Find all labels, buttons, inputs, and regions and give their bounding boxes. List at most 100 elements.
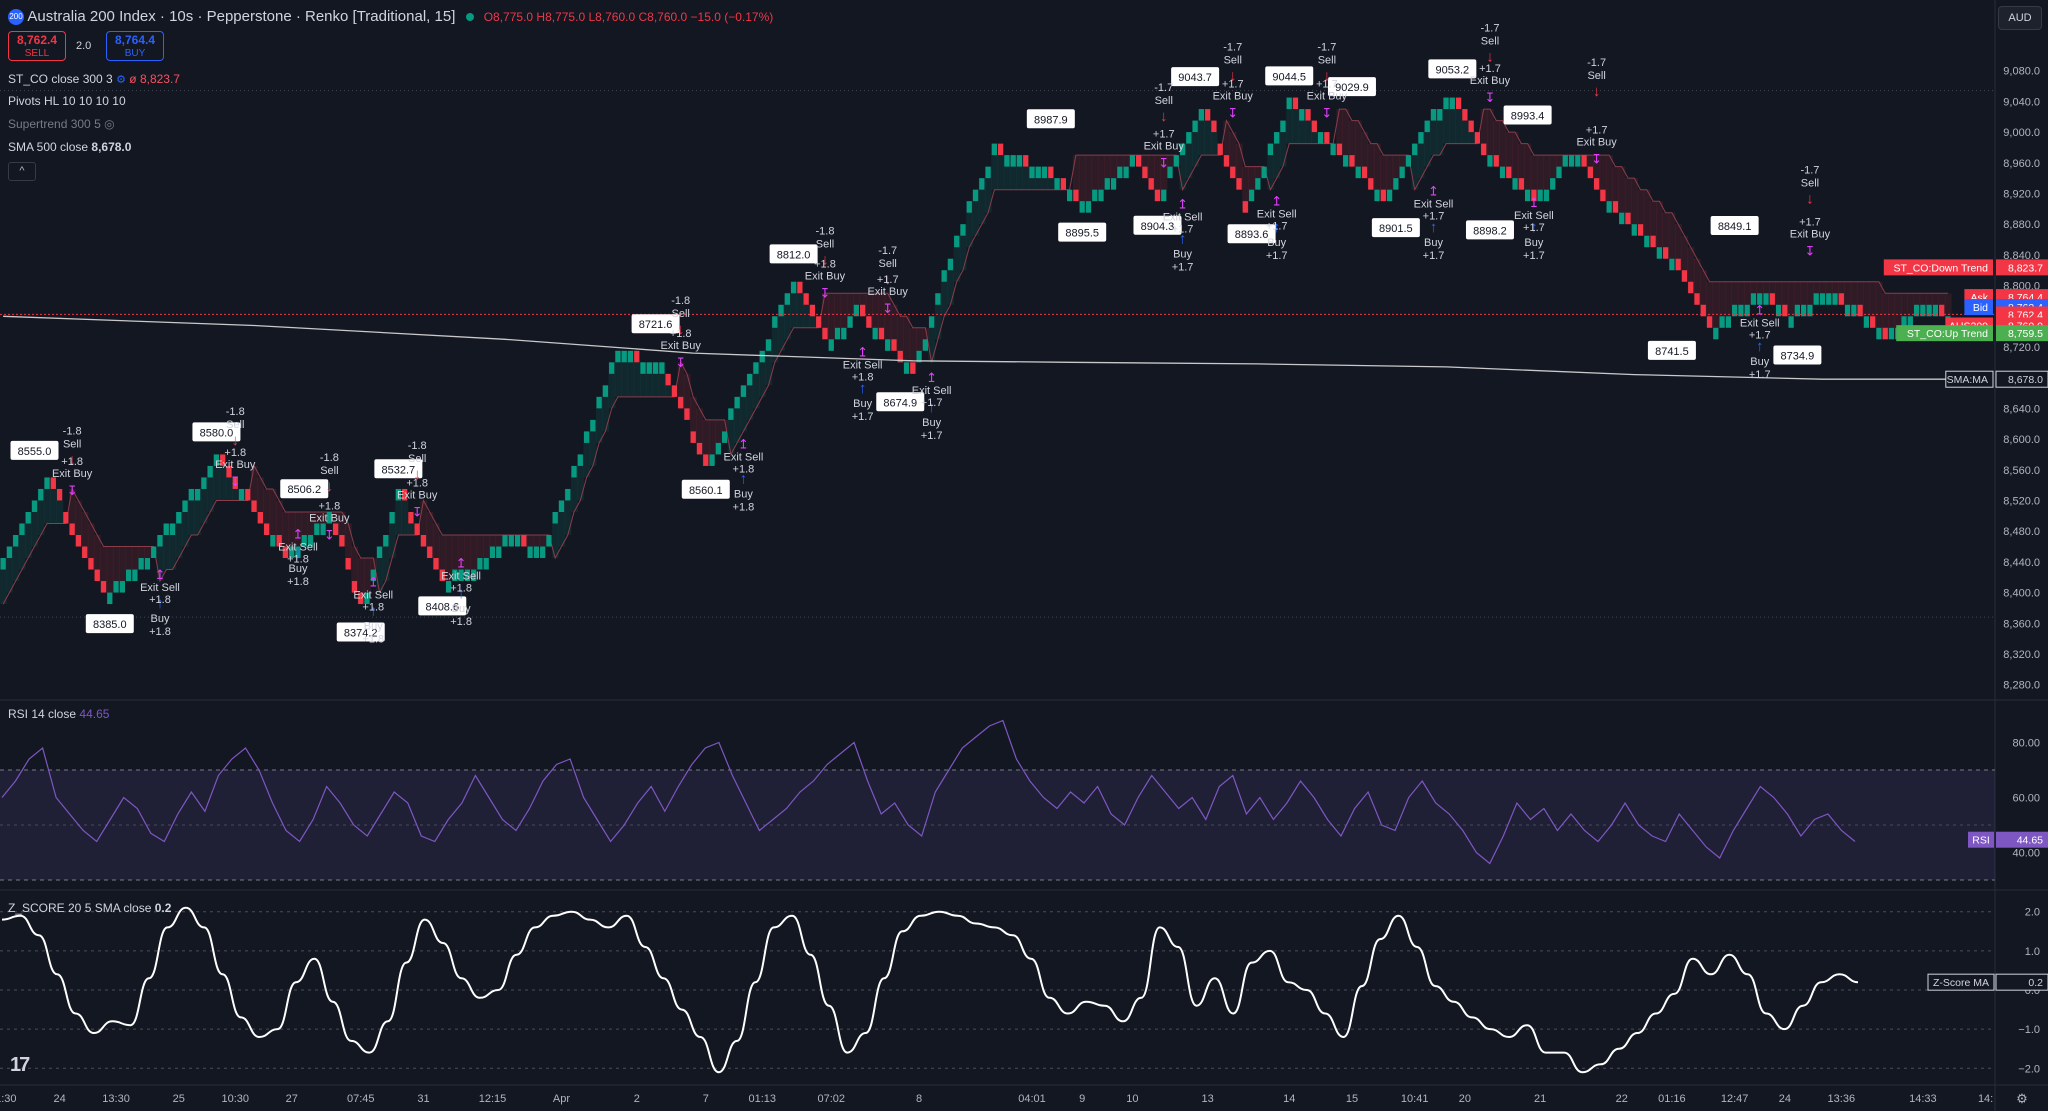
- trend-fill: [1380, 155, 1387, 202]
- trend-fill: [1010, 155, 1017, 190]
- pivot-label-box[interactable]: [374, 459, 423, 479]
- pivot-label-box[interactable]: [418, 596, 467, 616]
- rsi-tag-value-box[interactable]: [1996, 831, 2048, 848]
- trend-fill: [6, 546, 14, 593]
- pivot-label: 8532.7: [382, 464, 416, 476]
- pivot-label-box[interactable]: [1265, 66, 1314, 86]
- trade-side: Exit Sell: [441, 571, 481, 583]
- currency-selector[interactable]: AUD: [1998, 6, 2042, 30]
- indicator-st-co[interactable]: ST_CO close 300 3 ⚙ ø 8,823.7: [8, 72, 180, 86]
- pivot-label-box[interactable]: [336, 622, 385, 642]
- renko-brick: [1882, 327, 1888, 340]
- trend-fill: [1079, 155, 1086, 202]
- trend-fill: [1210, 132, 1218, 156]
- trend-fill: [803, 304, 810, 328]
- renko-brick: [1418, 132, 1424, 144]
- trend-fill: [87, 523, 95, 570]
- trend-fill: [1311, 132, 1318, 144]
- trade-side: Buy: [1750, 356, 1769, 368]
- renko-brick: [816, 316, 822, 328]
- pivot-label-box[interactable]: [1133, 215, 1182, 235]
- trade-side: Sell: [1801, 177, 1819, 189]
- renko-brick: [1499, 166, 1506, 179]
- price-tag-label-box[interactable]: [1896, 325, 1993, 342]
- pivot-label-box[interactable]: [1171, 67, 1220, 87]
- rsi-tag-label-box[interactable]: [1968, 831, 1994, 848]
- trend-fill: [903, 316, 911, 363]
- settings-gear-icon[interactable]: ⚙: [2016, 1091, 2028, 1106]
- trend-fill: [978, 178, 986, 225]
- collapse-indicators-button[interactable]: ^: [8, 162, 36, 181]
- trend-fill: [181, 500, 189, 547]
- price-axis-tick: 8,440.0: [2003, 557, 2040, 569]
- price-tag-value-box[interactable]: [1996, 259, 2048, 276]
- renko-brick: [169, 523, 176, 535]
- pivot-label-box[interactable]: [1327, 77, 1376, 97]
- price-tag-value-box[interactable]: [1995, 370, 2048, 388]
- trend-fill: [564, 488, 572, 535]
- trade-side: Exit Buy: [215, 459, 256, 471]
- pivot-label-box[interactable]: [1026, 109, 1075, 129]
- trend-fill: [1411, 143, 1419, 190]
- pivot-label-box[interactable]: [1503, 105, 1552, 125]
- trend-fill: [1731, 281, 1739, 305]
- trend-fill: [997, 155, 1005, 190]
- pivot-label-box[interactable]: [1227, 224, 1276, 244]
- renko-brick: [301, 535, 307, 547]
- trend-fill: [1141, 155, 1149, 179]
- time-axis-tick: 13: [1202, 1093, 1214, 1105]
- indicator-sma[interactable]: SMA 500 close 8,678.0: [8, 140, 131, 154]
- price-tag-label-box[interactable]: [1945, 370, 1994, 388]
- pivot-label-box[interactable]: [10, 440, 59, 460]
- pivot-label-box[interactable]: [85, 614, 134, 634]
- pivot-label-box[interactable]: [769, 244, 818, 264]
- trend-fill: [495, 535, 503, 547]
- indicator-pivots[interactable]: Pivots HL 10 10 10 10: [8, 94, 126, 108]
- trade-pnl: +1.7: [1479, 63, 1501, 75]
- pivot-label-box[interactable]: [681, 479, 730, 499]
- time-axis-tick: 11:30: [0, 1093, 16, 1105]
- trade-pnl: -1.7: [1480, 22, 1499, 34]
- price-tag-value-box[interactable]: [1996, 325, 2048, 342]
- pivot-label-box[interactable]: [1465, 220, 1514, 240]
- trend-fill: [1756, 281, 1764, 294]
- trend-fill: [696, 408, 704, 455]
- pivot-label-box[interactable]: [1058, 222, 1107, 242]
- hidden-eye-icon[interactable]: ◎: [104, 117, 115, 131]
- trend-fill: [351, 546, 359, 593]
- sell-button[interactable]: 8,762.4 SELL: [8, 31, 66, 61]
- pivot-label-box[interactable]: [1428, 59, 1477, 79]
- spread-value: 2.0: [76, 40, 92, 52]
- price-tag-label-box[interactable]: [1964, 299, 1993, 316]
- exit-up-icon: ↥: [1271, 193, 1282, 208]
- buy-button[interactable]: 8,764.4 BUY: [106, 31, 164, 61]
- sell-arrow-icon: ↓: [326, 478, 334, 495]
- pivot-label-box[interactable]: [1773, 345, 1822, 365]
- settings-icon[interactable]: ⚙: [116, 74, 126, 86]
- symbol-title[interactable]: Australia 200 Index · 10s · Pepperstone …: [27, 8, 456, 25]
- trend-fill: [1518, 143, 1525, 190]
- sell-arrow-icon: ↓: [1323, 68, 1331, 85]
- buy-arrow-icon: ↑: [859, 380, 867, 397]
- zscore-pane-title[interactable]: Z_SCORE 20 5 SMA close 0.2: [8, 901, 171, 915]
- trade-pnl: +1.7: [1222, 78, 1244, 90]
- pivot-label-box[interactable]: [876, 392, 925, 412]
- pivot-label-box[interactable]: [1371, 218, 1420, 238]
- tradingview-logo-icon[interactable]: 17: [10, 1054, 30, 1076]
- rsi-pane-title[interactable]: RSI 14 close 44.65: [8, 707, 109, 721]
- indicator-supertrend[interactable]: Supertrend 300 5 ◎: [8, 117, 115, 131]
- renko-brick: [652, 362, 659, 374]
- renko-brick: [1619, 212, 1625, 225]
- zscore-tag-label-box[interactable]: [1927, 973, 1995, 991]
- pivot-label-box[interactable]: [1710, 215, 1759, 235]
- pivot-label-box[interactable]: [280, 479, 329, 499]
- trend-fill: [1091, 155, 1099, 190]
- renko-brick: [351, 581, 358, 593]
- price-tag-label-box[interactable]: [1883, 259, 1993, 276]
- pivot-label-box[interactable]: [1647, 340, 1696, 360]
- zscore-tag-value-box[interactable]: [1995, 973, 2048, 991]
- exit-up-icon: ↥: [926, 370, 937, 385]
- pivot-label-box[interactable]: [192, 422, 241, 442]
- pivot-label-box[interactable]: [631, 314, 680, 334]
